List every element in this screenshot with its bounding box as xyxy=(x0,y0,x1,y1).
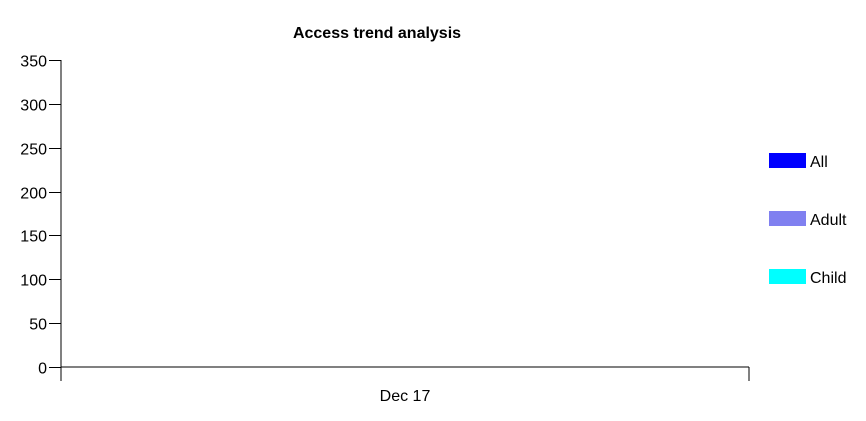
y-tick-label: 200 xyxy=(20,186,47,203)
y-tick-label: 300 xyxy=(20,98,47,115)
chart-title: Access trend analysis xyxy=(293,25,461,42)
y-tick-label: 50 xyxy=(29,317,47,334)
legend-swatch-adult xyxy=(769,211,806,226)
axes: 0 50 100 150 200 250 300 350 Dec 17 xyxy=(20,54,750,405)
y-tick-label: 250 xyxy=(20,142,47,159)
legend-swatch-all xyxy=(769,153,806,168)
legend-swatch-child xyxy=(769,269,806,284)
legend-label-child: Child xyxy=(810,270,846,287)
legend-label-adult: Adult xyxy=(810,212,847,229)
x-tick-label: Dec 17 xyxy=(380,388,431,405)
y-tick-label: 150 xyxy=(20,229,47,246)
legend-label-all: All xyxy=(810,154,828,171)
legend: All Adult Child xyxy=(769,153,847,287)
y-tick-label: 100 xyxy=(20,273,47,290)
y-tick-label: 0 xyxy=(38,361,47,378)
y-tick-label: 350 xyxy=(20,54,47,71)
